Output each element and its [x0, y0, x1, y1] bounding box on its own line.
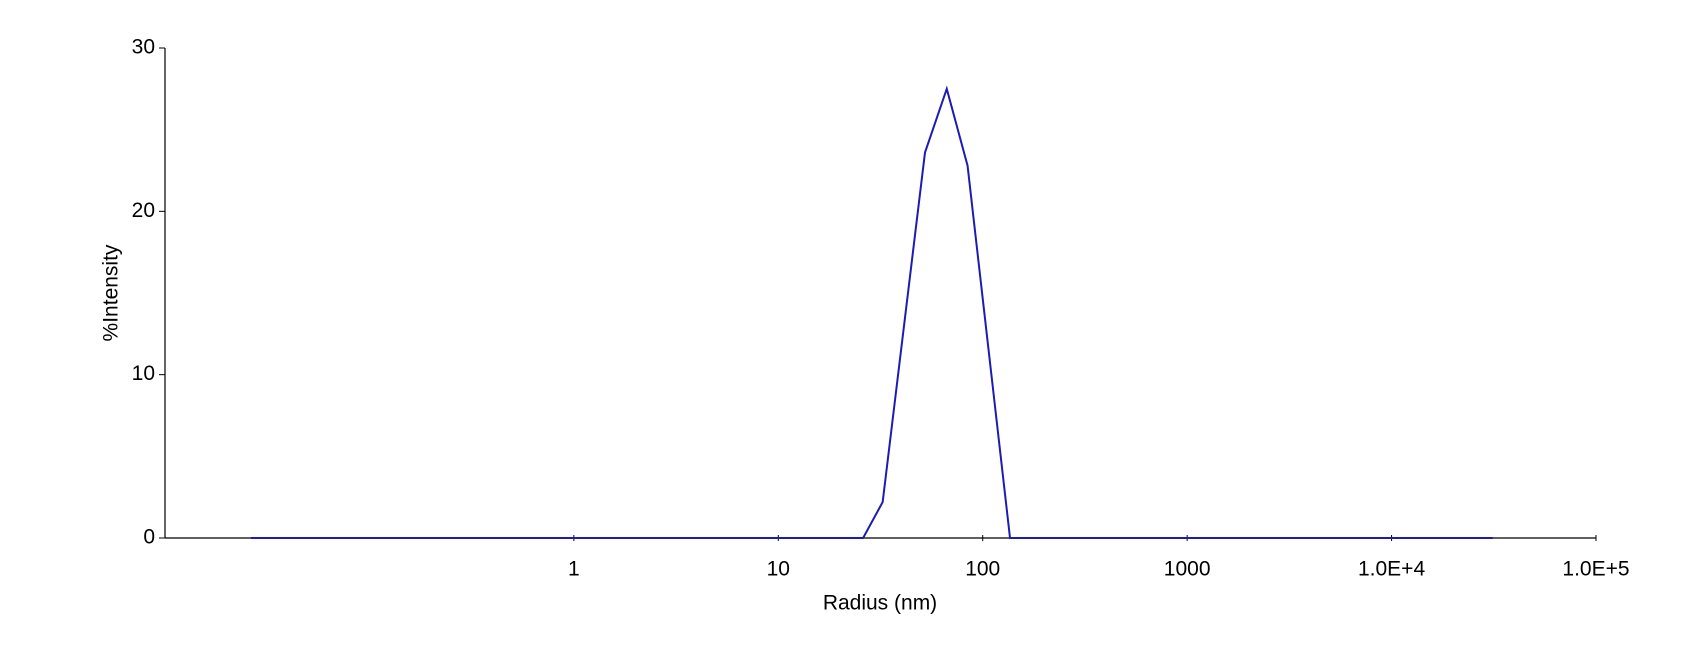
y-tick-label: 10 [132, 362, 155, 385]
y-tick-label: 0 [143, 526, 155, 549]
x-axis-label: Radius (nm) [823, 592, 937, 615]
x-tick-label: 100 [965, 558, 1000, 581]
data-line [250, 85, 1493, 539]
y-tick-label: 30 [132, 36, 155, 59]
x-tick-label: 10 [767, 558, 790, 581]
y-tick-label: 20 [132, 199, 155, 222]
x-tick-label: 1.0E+5 [1562, 558, 1629, 581]
x-tick-label: 1000 [1164, 558, 1211, 581]
x-tick-label: 1.0E+4 [1358, 558, 1425, 581]
y-axis-label: %Intensity [100, 244, 123, 341]
x-tick-label: 1 [568, 558, 580, 581]
